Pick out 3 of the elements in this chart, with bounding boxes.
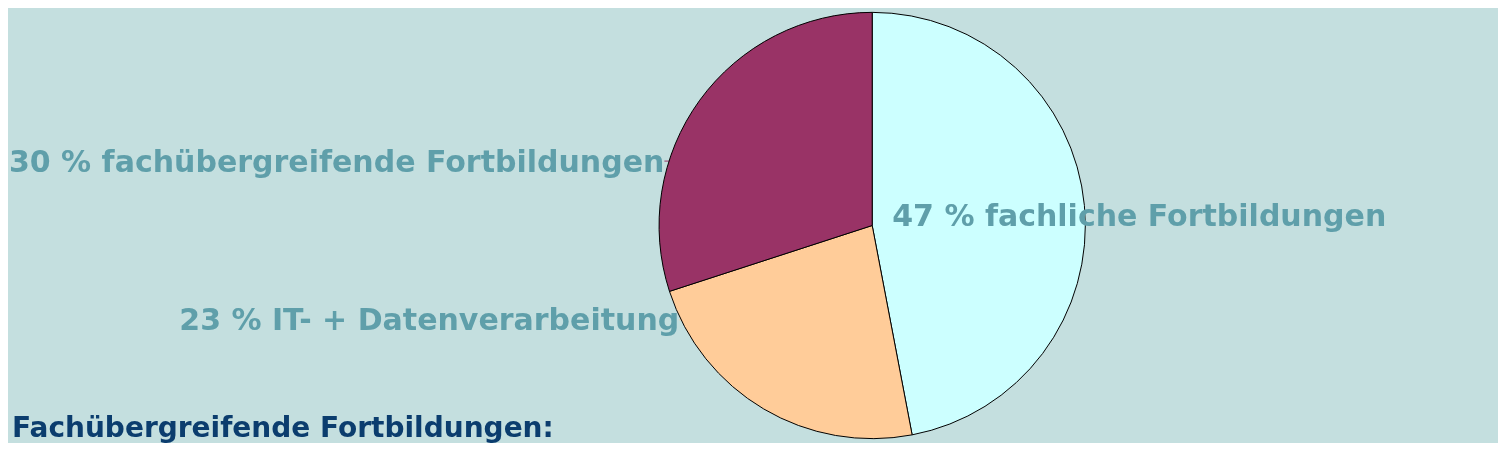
slice-label: 30 % fachübergreifende Fortbildungen	[8, 143, 665, 179]
slice-label: 23 % IT- + Datenverarbeitung	[179, 302, 680, 338]
text: Fachübergreifende Fortbildungen:	[12, 410, 554, 444]
